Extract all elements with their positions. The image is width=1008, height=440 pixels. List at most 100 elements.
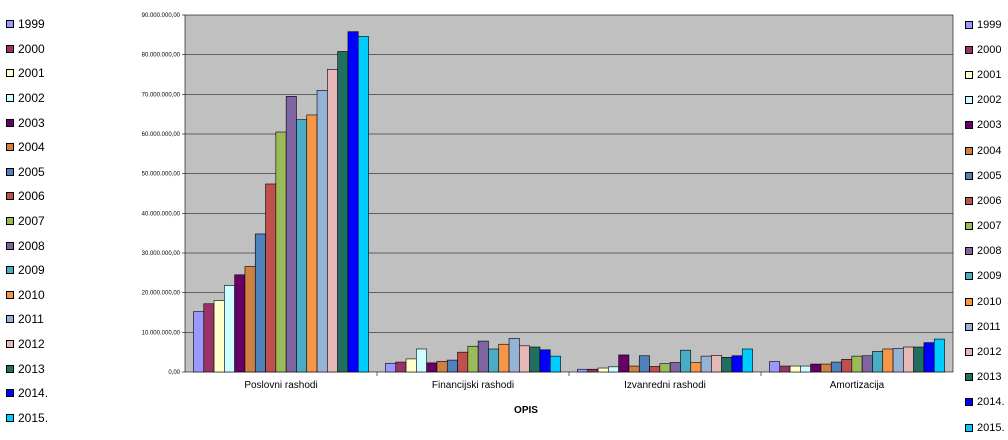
legend-item: 2002: [965, 88, 1005, 113]
legend-label: 2011: [977, 320, 1001, 333]
bar: [841, 359, 853, 373]
y-tick-label: 40.000.000,00: [142, 211, 181, 217]
legend-item: 2011: [6, 307, 48, 332]
y-tick-label: 70.000.000,00: [142, 92, 181, 98]
bar: [649, 366, 661, 373]
bar: [395, 361, 407, 373]
legend-item: 1999: [6, 12, 48, 37]
bar: [457, 351, 469, 373]
bar: [426, 362, 438, 373]
bar: [265, 183, 277, 373]
bar: [508, 337, 520, 373]
bar: [779, 365, 791, 373]
bar: [285, 96, 297, 373]
bar: [669, 362, 681, 373]
bar: [224, 285, 235, 373]
legend-label: 2006: [977, 194, 1002, 207]
legend-label: 2004: [18, 140, 45, 155]
legend-swatch: [6, 69, 14, 78]
legend-item: 2002: [6, 86, 48, 111]
legend-item: 2000: [965, 37, 1005, 62]
legend-swatch: [6, 143, 14, 152]
legend-label: 2002: [18, 91, 45, 106]
bar: [306, 114, 318, 373]
y-tick-label: 10.000.000,00: [142, 330, 181, 336]
bar: [892, 348, 904, 373]
y-tick-label: 50.000.000,00: [142, 172, 181, 178]
bar: [700, 355, 712, 373]
legend-swatch: [6, 192, 14, 201]
legend-label: 2000: [18, 41, 45, 56]
bar: [638, 355, 650, 373]
bar: [477, 340, 489, 373]
y-axis-ticks: 0,00 10.000.000,00 20.000.000,00 30.000.000…: [142, 13, 185, 376]
legend-item: 2012: [965, 339, 1005, 364]
x-tick-label: Amortizacija: [830, 380, 885, 391]
bar: [800, 365, 811, 373]
bar: [923, 342, 935, 373]
bar: [357, 36, 369, 373]
bar: [680, 349, 692, 373]
y-tick-label: 20.000.000,00: [142, 291, 181, 297]
bar: [913, 346, 925, 373]
legend-item: 2003: [965, 113, 1005, 138]
legend-label: 2005: [18, 164, 45, 179]
legend-label: 2008: [977, 245, 1002, 258]
bar: [529, 346, 541, 373]
legend-label: 2011: [18, 312, 44, 327]
legend-swatch: [965, 121, 973, 130]
bar: [882, 348, 894, 373]
legend-swatch: [6, 20, 14, 29]
legend-label: 2014.: [18, 386, 49, 401]
legend-label: 2007: [977, 220, 1002, 233]
legend-label: 2014.: [977, 396, 1005, 409]
bar: [618, 354, 630, 373]
legend-swatch: [965, 398, 973, 407]
bar: [587, 368, 599, 373]
bar: [488, 348, 500, 373]
bar: [577, 368, 589, 373]
legend-item: 2015.: [6, 406, 48, 431]
legend-swatch: [965, 171, 973, 180]
legend-label: 2001: [977, 68, 1002, 81]
bar: [316, 90, 328, 373]
legend-item: 2013: [6, 356, 48, 381]
legend-item: 2007: [965, 214, 1005, 239]
legend-swatch: [965, 146, 973, 155]
bar: [659, 363, 671, 373]
legend-swatch: [965, 272, 973, 281]
legend-label: 2000: [977, 43, 1002, 56]
bar: [347, 31, 359, 373]
bar: [711, 355, 722, 373]
legend-item: 2001: [6, 61, 48, 86]
y-tick-label: 30.000.000,00: [142, 251, 181, 257]
legend-label: 2009: [18, 263, 45, 278]
legend-swatch: [6, 340, 14, 349]
x-tick-label: Financijski rashodi: [432, 380, 514, 391]
legend-item: 2010: [965, 289, 1005, 314]
bar: [861, 355, 873, 373]
bar: [519, 345, 530, 373]
legend-swatch: [6, 315, 14, 324]
legend-item: 1999: [965, 12, 1005, 37]
y-tick-label: 90.000.000,00: [142, 13, 181, 19]
legend-swatch: [6, 290, 14, 299]
legend-item: 2007: [6, 209, 48, 234]
legend-swatch: [6, 44, 14, 53]
legend-swatch: [965, 222, 973, 231]
y-tick-label: 0,00: [168, 370, 180, 376]
legend-label: 2008: [18, 238, 45, 253]
legend-label: 1999: [18, 17, 45, 32]
bar: [213, 300, 225, 373]
legend-item: 2014.: [6, 381, 48, 406]
legend-label: 2003: [18, 115, 45, 130]
bar: [244, 266, 256, 373]
legend-swatch: [6, 118, 14, 127]
bar: [436, 360, 448, 373]
legend-swatch: [965, 348, 973, 357]
legend-label: 2003: [977, 119, 1002, 132]
legend-right: 1999 2000 2001 2002 2003 2004 2005 2006 2007 2008…: [965, 12, 1005, 440]
bars: [193, 31, 945, 373]
legend-item: 2006: [6, 184, 48, 209]
bar: [810, 363, 822, 373]
